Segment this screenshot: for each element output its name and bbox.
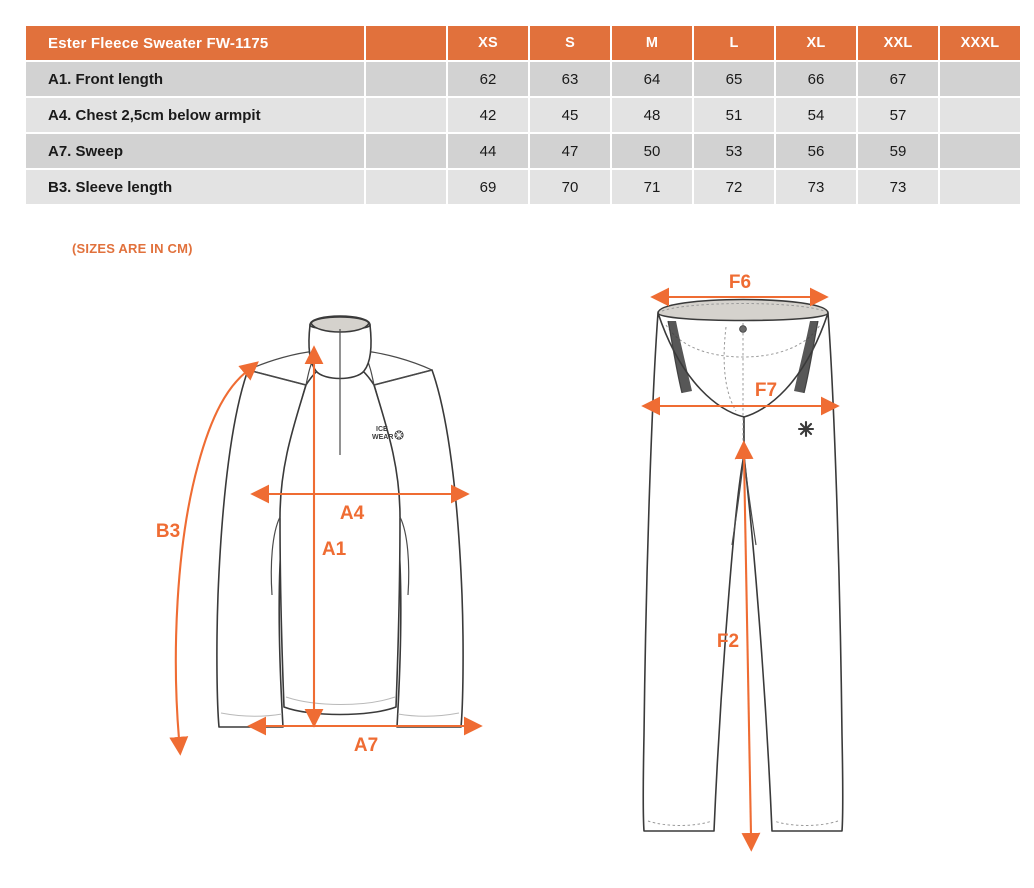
trousers-right-pocket	[794, 321, 818, 393]
spacer-cell	[366, 134, 446, 168]
sweater-diagram: ICE WEAR A4	[120, 265, 560, 785]
value-s: 70	[530, 170, 610, 204]
table-header-row: Ester Fleece Sweater FW-1175 XS S M L XL…	[26, 26, 1020, 60]
table-row: A4. Chest 2,5cm below armpit 42 45 48 51…	[26, 98, 1020, 132]
value-xxxl	[940, 98, 1020, 132]
value-xxxl	[940, 170, 1020, 204]
trousers-diagram: F6 F7 F2	[610, 265, 910, 865]
dimension-a4: A4	[250, 484, 470, 524]
spacer-cell	[366, 170, 446, 204]
measurement-label: A7. Sweep	[26, 134, 364, 168]
value-l: 65	[694, 62, 774, 96]
spacer-cell	[366, 62, 446, 96]
dimension-f6: F6	[650, 272, 829, 307]
product-title-cell: Ester Fleece Sweater FW-1175	[26, 26, 364, 60]
size-table-head: Ester Fleece Sweater FW-1175 XS S M L XL…	[26, 26, 1020, 60]
value-xl: 54	[776, 98, 856, 132]
sweater-hem-line	[285, 696, 396, 705]
measurement-label: A4. Chest 2,5cm below armpit	[26, 98, 364, 132]
value-xxl: 59	[858, 134, 938, 168]
size-header-xl: XL	[776, 26, 856, 60]
value-l: 53	[694, 134, 774, 168]
f2-arrow	[734, 440, 761, 852]
value-m: 50	[612, 134, 692, 168]
dimension-f2: F2	[717, 440, 761, 852]
logo-text-ice: ICE	[376, 426, 388, 433]
snowflake-icon	[797, 420, 815, 438]
value-xl: 66	[776, 62, 856, 96]
ice-wear-logo: ICE WEAR	[372, 426, 404, 441]
value-xl: 56	[776, 134, 856, 168]
spacer-header-cell	[366, 26, 446, 60]
trousers-waist-button	[739, 325, 747, 333]
value-l: 72	[694, 170, 774, 204]
value-xxxl	[940, 134, 1020, 168]
table-row: A7. Sweep 44 47 50 53 56 59	[26, 134, 1020, 168]
dimension-b3: B3	[156, 361, 259, 756]
b3-label: B3	[156, 521, 180, 542]
f7-label: F7	[755, 380, 777, 401]
trousers-yoke-seam	[665, 324, 821, 358]
snowflake-icon	[394, 430, 404, 440]
trousers-left-hem	[647, 820, 713, 826]
measurement-label: A1. Front length	[26, 62, 364, 96]
size-table-body: A1. Front length 62 63 64 65 66 67 A4. C…	[26, 62, 1020, 204]
value-xxl: 57	[858, 98, 938, 132]
a4-label: A4	[340, 503, 365, 524]
value-xxl: 73	[858, 170, 938, 204]
value-xl: 73	[776, 170, 856, 204]
size-header-xs: XS	[448, 26, 528, 60]
size-table: Ester Fleece Sweater FW-1175 XS S M L XL…	[24, 24, 1022, 206]
f6-label: F6	[729, 272, 751, 293]
sweater-right-raglan-top	[373, 369, 433, 386]
size-table-container: Ester Fleece Sweater FW-1175 XS S M L XL…	[24, 24, 1020, 206]
value-m: 64	[612, 62, 692, 96]
trousers-fly-curve	[723, 326, 737, 412]
trousers-left-leg	[642, 312, 745, 832]
value-l: 51	[694, 98, 774, 132]
sweater-right-shoulder-seam	[363, 350, 433, 371]
value-s: 63	[530, 62, 610, 96]
diagrams-area: ICE WEAR A4	[0, 265, 1034, 888]
a7-label: A7	[354, 735, 378, 756]
value-xs: 44	[448, 134, 528, 168]
value-xxl: 67	[858, 62, 938, 96]
trousers-left-pocket	[668, 321, 692, 393]
value-xs: 62	[448, 62, 528, 96]
value-xs: 42	[448, 98, 528, 132]
spacer-cell	[366, 98, 446, 132]
value-m: 48	[612, 98, 692, 132]
table-row: A1. Front length 62 63 64 65 66 67	[26, 62, 1020, 96]
f2-label: F2	[717, 631, 739, 652]
sweater-left-armhole	[270, 516, 281, 596]
measurement-label: B3. Sleeve length	[26, 170, 364, 204]
dimension-a1: A1	[304, 345, 347, 728]
trousers-waistband	[657, 298, 829, 322]
value-xxxl	[940, 62, 1020, 96]
trousers-right-leg	[743, 312, 844, 832]
size-header-xxxl: XXXL	[940, 26, 1020, 60]
sweater-collar-opening	[310, 316, 370, 333]
sweater-left-shoulder-seam	[247, 350, 317, 371]
size-header-s: S	[530, 26, 610, 60]
size-header-m: M	[612, 26, 692, 60]
value-xs: 69	[448, 170, 528, 204]
dimension-f7: F7	[641, 380, 840, 416]
value-s: 47	[530, 134, 610, 168]
trousers-right-hem	[773, 820, 839, 826]
value-m: 71	[612, 170, 692, 204]
units-note: (SIZES ARE IN CM)	[72, 241, 193, 256]
a1-label: A1	[322, 539, 347, 560]
logo-text-wear: WEAR	[372, 434, 393, 441]
size-header-xxl: XXL	[858, 26, 938, 60]
value-s: 45	[530, 98, 610, 132]
sweater-right-armhole	[399, 516, 410, 596]
sweater-right-cuff	[397, 712, 460, 717]
size-header-l: L	[694, 26, 774, 60]
b3-arrow	[169, 361, 259, 756]
table-row: B3. Sleeve length 69 70 71 72 73 73	[26, 170, 1020, 204]
dimension-a7: A7	[247, 716, 483, 756]
